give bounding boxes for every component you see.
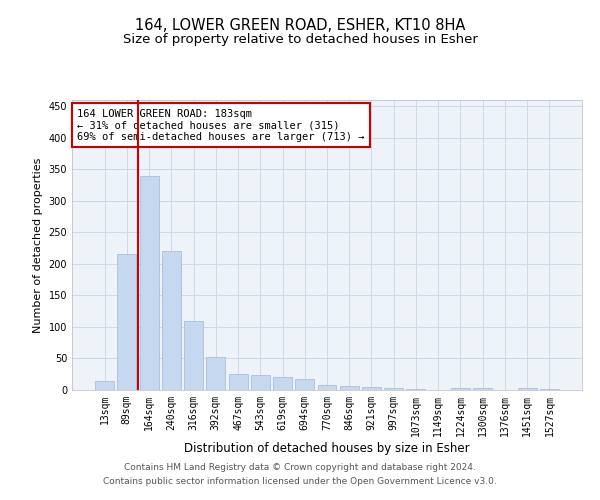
Bar bbox=[118, 254, 136, 390]
Bar bbox=[251, 375, 270, 390]
Bar bbox=[317, 385, 337, 390]
Bar bbox=[406, 388, 425, 390]
Bar bbox=[384, 388, 403, 390]
Text: Size of property relative to detached houses in Esher: Size of property relative to detached ho… bbox=[122, 32, 478, 46]
Bar bbox=[362, 387, 381, 390]
Bar bbox=[162, 252, 181, 390]
Text: Contains public sector information licensed under the Open Government Licence v3: Contains public sector information licen… bbox=[103, 477, 497, 486]
Bar bbox=[340, 386, 359, 390]
Bar bbox=[540, 388, 559, 390]
Bar bbox=[473, 388, 492, 390]
Text: Contains HM Land Registry data © Crown copyright and database right 2024.: Contains HM Land Registry data © Crown c… bbox=[124, 464, 476, 472]
Bar bbox=[206, 356, 225, 390]
Y-axis label: Number of detached properties: Number of detached properties bbox=[33, 158, 43, 332]
X-axis label: Distribution of detached houses by size in Esher: Distribution of detached houses by size … bbox=[184, 442, 470, 454]
Bar bbox=[518, 388, 536, 390]
Text: 164, LOWER GREEN ROAD, ESHER, KT10 8HA: 164, LOWER GREEN ROAD, ESHER, KT10 8HA bbox=[135, 18, 465, 32]
Bar bbox=[273, 378, 292, 390]
Text: 164 LOWER GREEN ROAD: 183sqm
← 31% of detached houses are smaller (315)
69% of s: 164 LOWER GREEN ROAD: 183sqm ← 31% of de… bbox=[77, 108, 365, 142]
Bar bbox=[140, 176, 158, 390]
Bar bbox=[295, 378, 314, 390]
Bar bbox=[95, 380, 114, 390]
Bar bbox=[184, 320, 203, 390]
Bar bbox=[451, 388, 470, 390]
Bar bbox=[229, 374, 248, 390]
